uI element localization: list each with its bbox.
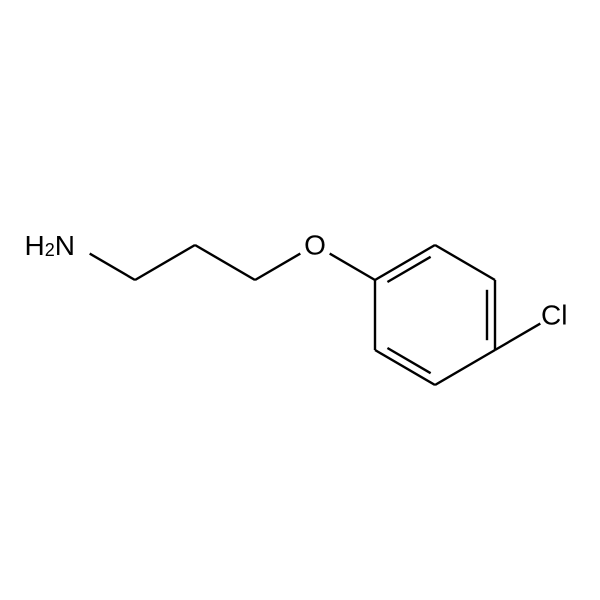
chlorine-label: Cl — [541, 300, 567, 331]
molecule-diagram: H2N O Cl — [0, 0, 600, 600]
oxygen-label: O — [304, 230, 326, 261]
amine-label: H2N — [25, 230, 75, 261]
